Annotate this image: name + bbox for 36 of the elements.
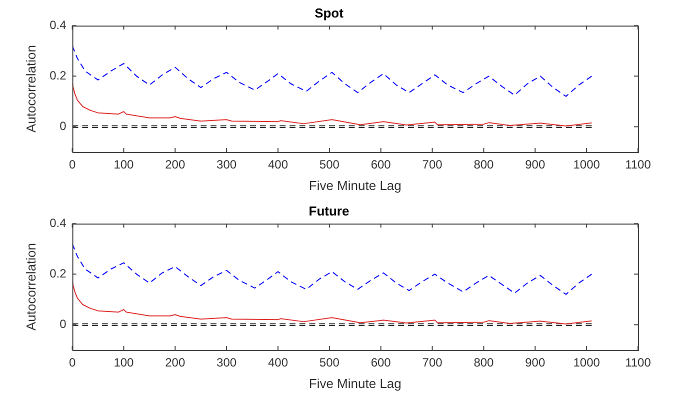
x-tick-label: 400: [268, 158, 288, 172]
x-axis-title: Five Minute Lag: [308, 376, 402, 391]
x-tick-label: 1000: [573, 158, 600, 172]
y-axis-title: Autocorrelation: [23, 243, 38, 331]
x-tick-label: 600: [370, 356, 392, 370]
x-tick-label: 900: [525, 158, 546, 172]
x-tick-label: 700: [422, 356, 443, 370]
y-tick-label: 0.4: [50, 216, 67, 230]
y-tick-label: 0.4: [50, 18, 67, 32]
x-tick-label: 1000: [573, 356, 600, 370]
x-tick-label: 1100: [625, 158, 652, 172]
x-tick-label: 200: [165, 356, 186, 370]
y-tick-label: 0.2: [50, 68, 67, 82]
x-tick-label: 100: [114, 356, 134, 370]
x-tick-label: 600: [370, 158, 392, 172]
x-tick-label: 300: [216, 158, 237, 172]
chart-title: Spot: [314, 5, 344, 20]
x-tick-label: 700: [422, 158, 443, 172]
x-axis-title: Five Minute Lag: [308, 178, 402, 193]
y-axis-title: Autocorrelation: [23, 45, 38, 133]
x-tick-label: 100: [114, 158, 134, 172]
x-tick-label: 1100: [625, 356, 652, 370]
x-tick-label: 500: [319, 158, 340, 172]
x-tick-label: 800: [474, 356, 494, 370]
chart-title: Future: [308, 203, 350, 218]
x-tick-label: 900: [525, 356, 546, 370]
x-tick-label: 0: [68, 356, 76, 370]
x-tick-label: 500: [319, 356, 340, 370]
y-tick-label: 0: [60, 317, 67, 332]
y-tick-label: 0: [60, 119, 67, 134]
x-tick-label: 0: [68, 158, 76, 172]
x-tick-label: 400: [268, 356, 288, 370]
x-tick-label: 300: [216, 356, 237, 370]
x-tick-label: 800: [474, 158, 494, 172]
y-tick-label: 0.2: [50, 266, 67, 280]
x-tick-label: 200: [165, 158, 186, 172]
